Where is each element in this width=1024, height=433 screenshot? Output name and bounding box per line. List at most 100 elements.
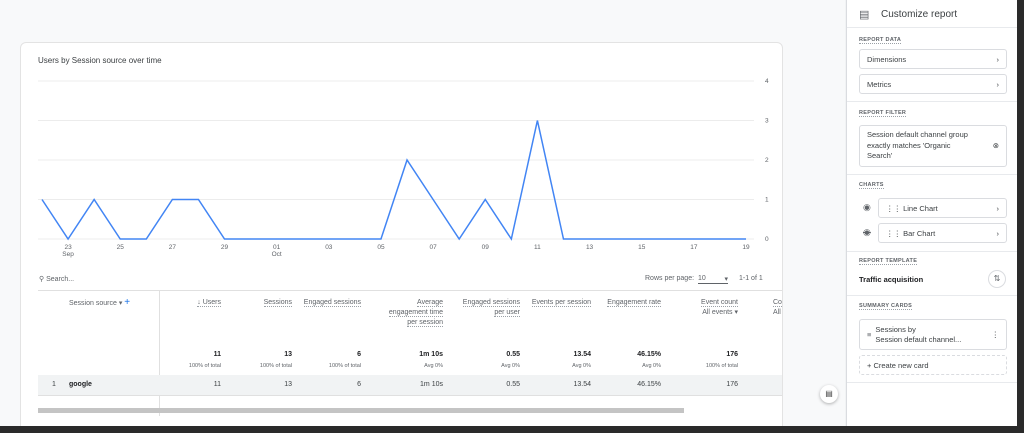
dimensions-button[interactable]: Dimensions › [859,49,1007,69]
x-tick-label: 23 [64,244,72,251]
column-header-label: Average engagement time per session [388,299,443,327]
table-row[interactable]: 1 google 11 13 6 1m 10s 0.55 13.54 46.15% 176 [38,375,782,395]
divider [159,290,160,416]
metrics-label: Metrics [867,79,892,89]
column-total-sub: Avg 0% [572,363,591,369]
column-total: 13 [284,351,292,358]
divider [38,290,782,291]
customize-panel: ▤ Customize report REPORT DATA Dimension… [846,0,1017,426]
unlink-icon: ⇅ [993,274,1001,283]
panel-title: Customize report [881,9,958,20]
row-cell: 176 [726,381,738,388]
column-total: 0.55 [506,351,520,358]
row-index: 1 [52,381,56,388]
row-cell: 6 [357,381,361,388]
x-tick-sublabel: Oct [272,251,282,258]
row-cell: 1m 10s [420,381,443,388]
more-vert-icon[interactable]: ⋮ [991,329,1000,339]
column-total-sub: Avg 0% [642,363,661,369]
x-tick-label: 07 [429,244,437,251]
card-icon: ≡ [867,329,872,339]
section-summary-cards: SUMMARY CARDS [859,303,913,310]
column-header[interactable]: Event count All events ▾ [678,298,738,318]
dimension-header-label: Session source [69,300,117,307]
divider [38,395,782,396]
chevron-right-icon: › [996,203,1000,213]
column-header[interactable]: ↓ Users [161,298,221,308]
column-filter[interactable]: All events ▾ [702,309,738,316]
feedback-button[interactable]: ▤ [820,385,838,403]
dimension-header[interactable]: Session source ▾ + [69,298,130,309]
row-cell: 11 [213,381,221,388]
y-tick-label: 4 [765,78,769,85]
column-total-sub: 100% of total [188,363,221,369]
column-total-sub: 100% of total [259,363,292,369]
column-total-sub: Avg 0% [424,363,443,369]
divider [847,251,1017,252]
column-header[interactable]: Engaged sessions per user [460,298,520,318]
chart-title: Users by Session source over time [38,56,162,65]
chevron-right-icon: › [996,228,1000,238]
x-tick-label: 27 [169,244,177,251]
search-icon: ⚲ [39,276,45,283]
rows-per-page-select[interactable]: 10 ▾ [698,275,729,284]
unlink-template-button[interactable]: ⇅ [988,270,1006,288]
section-charts: CHARTS [859,182,884,189]
column-header-label: Event count [701,299,738,307]
column-total: 11 [213,351,221,358]
column-total: 13.54 [573,351,591,358]
x-tick-label: 29 [221,244,229,251]
rows-per-page-value: 10 [698,275,706,282]
bar-chart-item[interactable]: ⋮⋮ Bar Chart › [878,223,1007,243]
horizontal-scrollbar[interactable] [38,408,684,413]
divider [847,27,1017,28]
template-name: Traffic acquisition [859,275,924,284]
x-tick-label: 11 [534,244,541,251]
dropdown-icon: ▾ [118,300,123,307]
line-chart-item[interactable]: ⋮⋮ Line Chart › [878,198,1007,218]
eye-icon[interactable]: ◉ [863,202,871,212]
search-input[interactable]: Search... [46,276,75,283]
x-tick-label: 03 [325,244,333,251]
x-tick-sublabel: Sep [62,251,74,258]
column-header[interactable]: Cor All e [773,298,782,318]
row-cell: 13 [284,381,292,388]
section-report-data: REPORT DATA [859,37,902,44]
add-dimension-icon[interactable]: + [124,297,131,308]
filter-text: Session default channel group exactly ma… [867,130,968,161]
column-total: 46.15% [637,351,661,358]
column-header-label: Engaged sessions per user [462,299,520,317]
remove-filter-icon[interactable]: ⊗ [992,140,999,150]
series-line [41,120,746,241]
column-filter[interactable]: All e [773,309,782,316]
row-cell: 13.54 [573,381,591,388]
column-header[interactable]: Average engagement time per session [383,298,443,328]
create-card-label: + Create new card [867,360,929,370]
row-source[interactable]: google [69,381,92,388]
column-total: 176 [726,351,738,358]
create-card-button[interactable]: + Create new card [859,355,1007,375]
chevron-right-icon: › [996,79,1000,89]
divider [847,174,1017,175]
rows-per-page: Rows per page: 10 ▾ [645,275,729,284]
filter-chip[interactable]: Session default channel group exactly ma… [859,125,1007,167]
bar-chart-label: Bar Chart [903,228,936,238]
x-tick-label: 05 [377,244,385,251]
summary-card[interactable]: ≡ Sessions by Session default channel... ⋮ [859,319,1007,350]
divider [847,101,1017,102]
column-header[interactable]: Sessions [232,298,292,308]
drag-handle-icon[interactable]: ⋮⋮ [886,228,904,238]
drag-handle-icon[interactable]: ⋮⋮ [886,203,904,213]
column-header[interactable]: Engagement rate [601,298,661,308]
eye-off-icon[interactable]: ◉ [863,227,871,237]
dimensions-label: Dimensions [867,54,907,64]
table-search[interactable]: ⚲ Search... [39,275,74,283]
metrics-button[interactable]: Metrics › [859,74,1007,94]
column-header[interactable]: Engaged sessions [301,298,361,308]
card-title-line2: Session default channel... [875,334,962,344]
column-total-sub: Avg 0% [501,363,520,369]
y-tick-label: 0 [765,236,769,243]
row-cell: 0.55 [506,381,520,388]
column-total: 6 [357,351,361,358]
column-header[interactable]: Events per session [531,298,591,308]
